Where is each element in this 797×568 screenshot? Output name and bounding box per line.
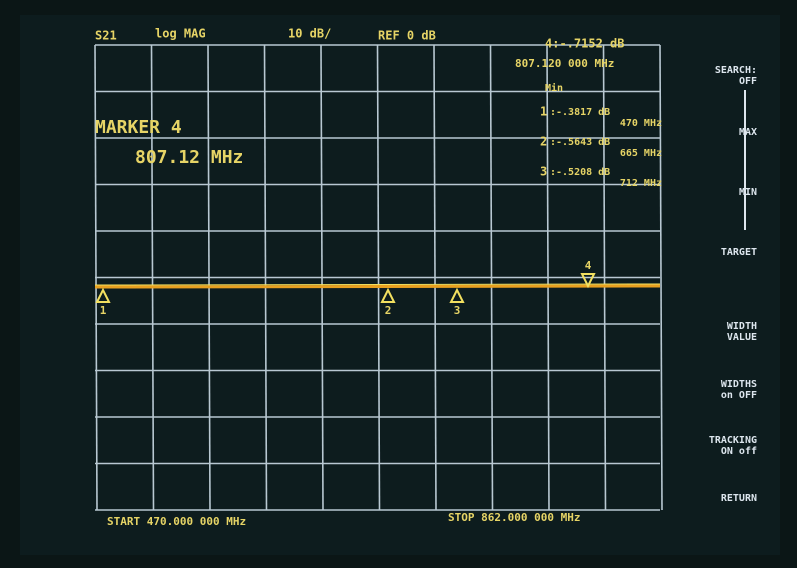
- softkey-label[interactable]: WIDTHS: [721, 379, 757, 390]
- start-frequency: START 470.000 000 MHz: [107, 515, 246, 528]
- softkey-label[interactable]: ON off: [721, 446, 757, 457]
- stat-marker: 2: [540, 135, 547, 149]
- channel: S21: [95, 29, 117, 43]
- softkey-label[interactable]: WIDTH: [727, 321, 757, 332]
- softkey-label[interactable]: RETURN: [721, 493, 757, 504]
- active-frequency: 807.120 000 MHz: [515, 57, 614, 70]
- reference: REF 0 dB: [378, 29, 436, 43]
- stat-value: :-.3817 dB: [550, 107, 610, 118]
- scale: 10 dB/: [288, 27, 331, 41]
- softkey-label[interactable]: MIN: [739, 187, 757, 198]
- stat-value: :-.5643 dB: [550, 137, 610, 148]
- softkey-label[interactable]: TARGET: [721, 247, 757, 258]
- softkey-label[interactable]: VALUE: [727, 332, 757, 343]
- softkey-label[interactable]: OFF: [739, 76, 757, 87]
- softkey-label[interactable]: on OFF: [721, 390, 757, 401]
- marker-label: 2: [385, 304, 392, 317]
- marker-label: 4: [585, 259, 592, 272]
- stat-frequency: 665 MHz: [620, 148, 662, 159]
- stat-marker: 3: [540, 165, 547, 179]
- marker-label: 1: [100, 304, 107, 317]
- softkey-label[interactable]: MAX: [739, 127, 757, 138]
- stat-marker: 1: [540, 105, 547, 119]
- marker-frequency: 807.12 MHz: [135, 147, 243, 168]
- softkey-label[interactable]: SEARCH:: [715, 65, 757, 76]
- stop-frequency: STOP 862.000 000 MHz: [448, 511, 580, 524]
- marker-title: MARKER 4: [95, 117, 182, 138]
- stat-frequency: 470 MHz: [620, 118, 662, 129]
- softkey-label[interactable]: TRACKING: [709, 435, 757, 446]
- active-marker: 4:-.7152 dB: [545, 37, 624, 51]
- trace: [95, 286, 660, 287]
- stats-label: Min: [545, 82, 563, 94]
- stat-frequency: 712 MHz: [620, 178, 662, 189]
- stat-value: :-.5208 dB: [550, 167, 610, 178]
- analyzer-screen: S21 log MAG 10 dB/ REF 0 dB 4:-.7152 dB …: [0, 0, 797, 568]
- page: S21 log MAG 10 dB/ REF 0 dB 4:-.7152 dB …: [0, 0, 797, 568]
- format: log MAG: [155, 27, 206, 41]
- marker-label: 3: [454, 304, 461, 317]
